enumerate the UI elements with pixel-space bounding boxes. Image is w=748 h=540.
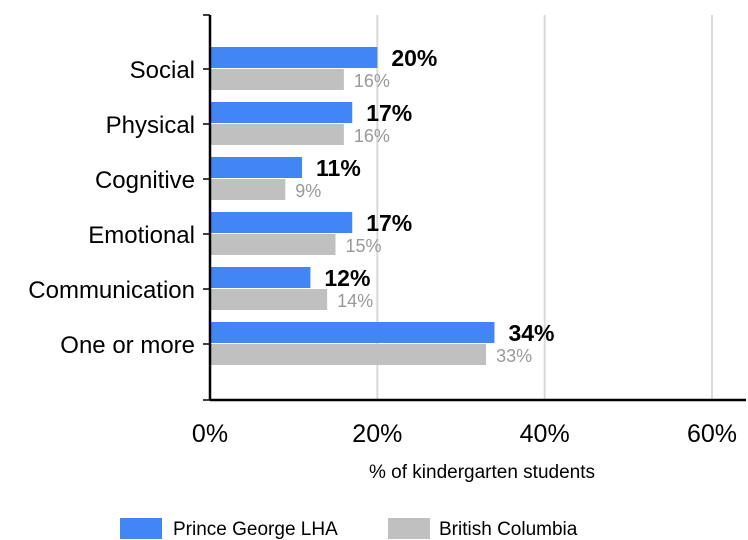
bar-british-columbia-1 xyxy=(210,124,344,145)
bar-british-columbia-3 xyxy=(210,234,336,255)
legend-swatch-british-columbia xyxy=(388,518,430,539)
data-label-prince-george-3: 17% xyxy=(366,210,412,236)
bar-british-columbia-5 xyxy=(210,344,487,365)
bar-prince-george-1 xyxy=(210,102,353,123)
bars xyxy=(210,47,495,365)
x-axis-title: % of kindergarten students xyxy=(369,462,595,483)
data-label-british-columbia-5: 33% xyxy=(496,346,532,366)
legend-label-british-columbia: British Columbia xyxy=(439,519,578,540)
bar-prince-george-0 xyxy=(210,47,378,68)
data-label-british-columbia-2: 9% xyxy=(295,181,321,201)
x-tick-label-60: 60% xyxy=(687,420,737,448)
category-label-0: Social xyxy=(130,57,195,84)
category-label-3: Emotional xyxy=(88,222,195,249)
bar-british-columbia-2 xyxy=(210,179,286,200)
bar-british-columbia-4 xyxy=(210,289,328,310)
category-label-2: Cognitive xyxy=(95,167,195,194)
data-label-british-columbia-1: 16% xyxy=(354,126,390,146)
x-tick-label-20: 20% xyxy=(352,420,402,448)
bar-prince-george-2 xyxy=(210,157,303,178)
labels: 20%16%Social17%16%Physical11%9%Cognitive… xyxy=(28,45,737,483)
data-label-prince-george-0: 20% xyxy=(391,45,437,71)
legend-label-prince-george: Prince George LHA xyxy=(173,519,338,540)
category-label-1: Physical xyxy=(106,112,195,139)
axes xyxy=(203,14,746,402)
data-label-british-columbia-3: 15% xyxy=(346,236,382,256)
bar-prince-george-4 xyxy=(210,267,311,288)
data-label-prince-george-2: 11% xyxy=(316,155,361,181)
data-label-prince-george-5: 34% xyxy=(508,320,554,346)
data-label-prince-george-4: 12% xyxy=(324,265,370,291)
data-label-british-columbia-4: 14% xyxy=(337,291,373,311)
legend: Prince George LHA British Columbia xyxy=(120,518,578,540)
category-label-4: Communication xyxy=(28,277,195,304)
bar-british-columbia-0 xyxy=(210,69,344,90)
x-tick-label-0: 0% xyxy=(192,420,228,448)
category-label-5: One or more xyxy=(60,332,195,359)
data-label-british-columbia-0: 16% xyxy=(354,71,390,91)
x-tick-label-40: 40% xyxy=(520,420,570,448)
bar-prince-george-3 xyxy=(210,212,353,233)
data-label-prince-george-1: 17% xyxy=(366,100,412,126)
legend-swatch-prince-george xyxy=(120,518,162,539)
bar-prince-george-5 xyxy=(210,322,495,343)
